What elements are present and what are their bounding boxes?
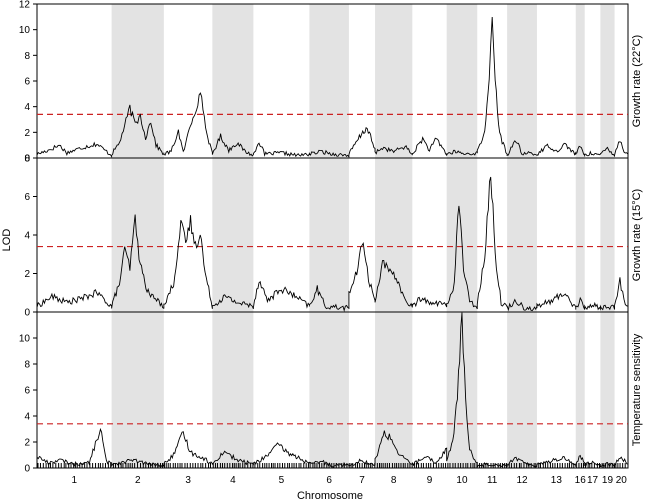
y-tick-label: 10 [19,334,31,345]
chromosome-label-5: 5 [279,475,285,486]
lod-panels: 0 2 4 6 8 10 12 Growth rate (22°C) 0 2 4 6 8 Growth r… [19,0,643,475]
y-tick-label: 0 [24,464,30,475]
chromosome-label-12: 12 [516,475,528,486]
chromosome-label-17: 17 [587,475,599,486]
chromosome-label-10: 10 [456,475,468,486]
chromosome-label-19: 19 [602,475,614,486]
chromosome-label-16: 16 [575,475,587,486]
chromosome-shade-12 [507,4,537,468]
y-tick-label: 0 [24,308,30,319]
y-tick-label: 2 [24,269,30,280]
chromosome-label-7: 7 [359,475,365,486]
chromosome-shade-2 [111,4,164,468]
panel-label: Temperature sensitivity [631,333,643,446]
y-tick-label: 8 [24,154,30,165]
chromosome-label-3: 3 [185,475,191,486]
chromosome-label-8: 8 [391,475,397,486]
y-tick-label: 6 [24,192,30,203]
y-tick-label: 2 [24,128,30,139]
lod-trace [36,176,629,313]
panel-2: 0 2 4 6 8 Growth rate (15°C) [24,154,643,319]
chromosome-label-6: 6 [326,475,332,486]
y-tick-label: 6 [24,77,30,88]
x-axis: 1 2 3 4 5 6 7 8 9 10 11 12 13 16 17 19 20 [72,475,628,486]
y-tick-label: 2 [24,438,30,449]
y-tick-label: 0 [24,154,30,165]
lod-trace [36,16,629,159]
y-tick-label: 12 [19,0,31,11]
chromosome-label-4: 4 [230,475,236,486]
panel-label: Growth rate (15°C) [631,189,643,281]
chromosome-label-2: 2 [135,475,141,486]
chromosome-label-20: 20 [616,475,628,486]
y-tick-label: 6 [24,386,30,397]
chromosome-label-9: 9 [427,475,433,486]
chromosome-shade-16 [575,4,585,468]
chromosome-label-1: 1 [72,475,78,486]
y-tick-label: 4 [24,102,30,113]
chromosome-shade-6 [309,4,349,468]
chromosome-shade-4 [212,4,254,468]
y-tick-label: 4 [24,231,30,242]
chromosome-label-13: 13 [551,475,563,486]
panel-3: 0 2 4 6 8 10 Temperature sensitivity [19,311,643,475]
chromosome-shade-19 [600,4,615,468]
marker-ticks [37,463,626,468]
panel-label: Growth rate (22°C) [631,35,643,127]
marker-rug [37,463,626,468]
y-tick-label: 4 [24,412,30,423]
x-axis-title: Chromosome [297,490,363,502]
chromosome-shade-8 [375,4,413,468]
y-tick-label: 10 [19,25,31,36]
chromosome-label-11: 11 [487,475,498,486]
y-tick-label: 8 [24,51,30,62]
y-axis-title: LOD [1,229,13,252]
y-tick-label: 8 [24,360,30,371]
lod-trace [36,312,629,469]
